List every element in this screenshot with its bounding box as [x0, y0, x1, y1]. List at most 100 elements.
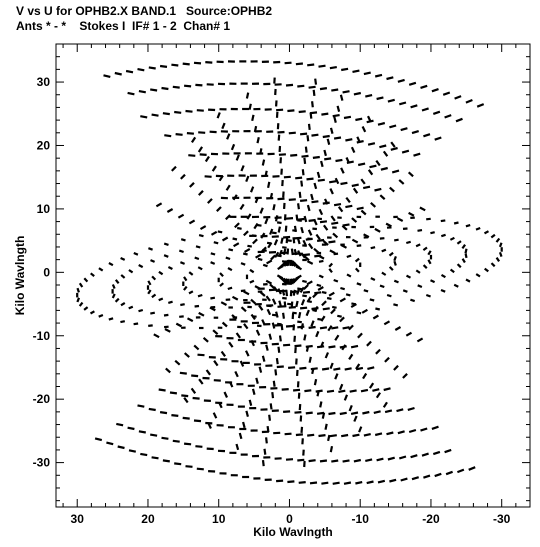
uv-point-670 — [190, 136, 197, 144]
uv-point-871 — [379, 284, 385, 289]
uv-point-416 — [379, 194, 386, 201]
uv-point-760 — [475, 273, 481, 278]
uv-point-718 — [166, 208, 174, 213]
uv-point-243 — [349, 389, 357, 393]
uv-point-587 — [295, 300, 299, 308]
y-tick-label: -10 — [33, 329, 51, 343]
uv-point-51 — [284, 61, 292, 65]
uv-point-517 — [285, 289, 289, 297]
uv-point-910 — [321, 291, 327, 295]
uv-point-845 — [151, 275, 157, 281]
uv-point-589 — [297, 311, 302, 319]
uv-point-617 — [296, 288, 301, 295]
uv-point-786 — [78, 301, 84, 307]
uv-point-638 — [226, 133, 231, 140]
uv-point-909 — [340, 286, 345, 291]
uv-point-779 — [148, 324, 153, 327]
uv-point-313 — [333, 203, 342, 207]
uv-point-657 — [334, 334, 340, 341]
uv-point-846 — [158, 270, 164, 276]
uv-point-758 — [490, 262, 496, 268]
uv-point-85 — [308, 459, 316, 463]
uv-point-504 — [326, 138, 331, 145]
uv-point-91 — [376, 457, 384, 462]
uv-point-335 — [342, 223, 350, 227]
uv-point-612 — [245, 92, 250, 99]
uv-point-811 — [440, 233, 446, 238]
y-tick-label: 0 — [43, 265, 50, 279]
uv-point-247 — [391, 169, 400, 174]
uv-point-591 — [300, 323, 304, 330]
uv-point-798 — [213, 241, 219, 245]
uv-point-720 — [155, 202, 163, 208]
uv-point-610 — [248, 103, 252, 110]
uv-point-179 — [162, 112, 170, 116]
uv-point-225 — [186, 132, 194, 135]
uv-point-124 — [161, 86, 169, 91]
uv-point-819 — [449, 268, 455, 274]
uv-point-503 — [251, 388, 256, 395]
uv-point-935 — [316, 283, 322, 287]
uv-point-650 — [260, 232, 266, 239]
uv-point-461 — [261, 319, 266, 326]
uv-point-379 — [254, 285, 261, 290]
uv-point-467 — [245, 350, 250, 357]
uv-point-33 — [468, 466, 476, 471]
uv-point-784 — [89, 310, 95, 315]
uv-point-131 — [171, 414, 179, 417]
uv-point-253 — [324, 157, 332, 161]
uv-point-611 — [327, 434, 331, 442]
uv-point-72 — [161, 436, 169, 440]
x-tick-label: 20 — [141, 512, 155, 526]
uv-point-499 — [258, 366, 263, 373]
uv-point-663 — [355, 363, 361, 370]
uv-point-526 — [298, 191, 302, 199]
uv-point-457 — [271, 298, 277, 305]
uv-point-305 — [294, 344, 302, 348]
uv-point-714 — [188, 219, 196, 225]
uv-point-248 — [380, 166, 388, 171]
uv-point-655 — [327, 325, 333, 332]
uv-point-84 — [297, 458, 305, 462]
uv-point-468 — [334, 177, 340, 185]
uv-point-837 — [150, 311, 156, 315]
uv-point-408 — [341, 224, 348, 231]
uv-point-306 — [305, 344, 313, 348]
uv-point-885 — [151, 293, 157, 299]
uv-point-674 — [270, 254, 276, 261]
uv-point-824 — [386, 293, 392, 298]
uv-point-940 — [227, 286, 233, 291]
uv-point-500 — [320, 160, 324, 168]
uv-point-521 — [282, 312, 285, 319]
uv-point-699 — [295, 274, 302, 280]
uv-point-390 — [385, 222, 392, 228]
uv-point-921 — [219, 272, 224, 278]
uv-point-668 — [197, 146, 204, 153]
uv-point-633 — [334, 373, 339, 380]
uv-point-911 — [302, 294, 307, 298]
uv-point-495 — [265, 344, 269, 351]
uv-point-595 — [305, 345, 310, 352]
uv-point-25 — [377, 479, 386, 484]
uv-point-828 — [312, 309, 318, 312]
axis-tick-labels: 30 20 10 0 -10 -20 -30 30 20 10 0 -10 -20 -30 — [33, 75, 511, 526]
uv-point-665 — [362, 372, 368, 380]
uv-point-282 — [374, 187, 382, 192]
uv-point-69 — [127, 426, 135, 431]
uv-point-916 — [210, 296, 216, 300]
uv-point-799 — [232, 237, 238, 241]
uv-point-537 — [269, 403, 273, 410]
uv-point-384 — [351, 238, 359, 244]
uv-point-393 — [175, 322, 183, 328]
uv-point-522 — [295, 214, 299, 221]
uv-point-178 — [174, 110, 182, 114]
uv-point-501 — [255, 377, 259, 384]
uv-point-753 — [495, 237, 501, 243]
uv-point-61 — [171, 63, 179, 67]
uv-point-708 — [221, 236, 229, 242]
uv-point-278 — [333, 367, 341, 371]
x-tick-label: 0 — [286, 512, 293, 526]
uv-point-380 — [329, 249, 336, 255]
uv-point-702 — [255, 253, 262, 259]
uv-point-285 — [340, 181, 348, 186]
